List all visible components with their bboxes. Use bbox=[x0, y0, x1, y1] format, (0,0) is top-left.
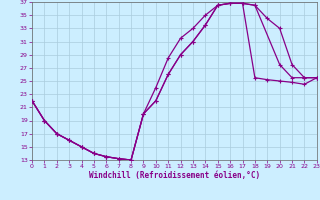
X-axis label: Windchill (Refroidissement éolien,°C): Windchill (Refroidissement éolien,°C) bbox=[89, 171, 260, 180]
